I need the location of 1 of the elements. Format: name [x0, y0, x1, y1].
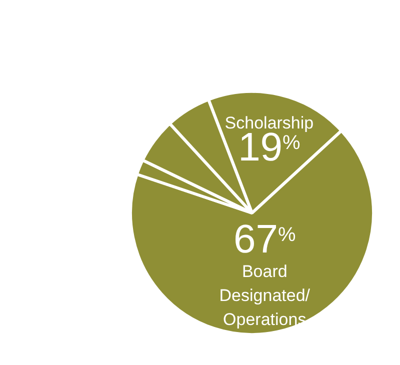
data-label: 67% [233, 217, 296, 262]
